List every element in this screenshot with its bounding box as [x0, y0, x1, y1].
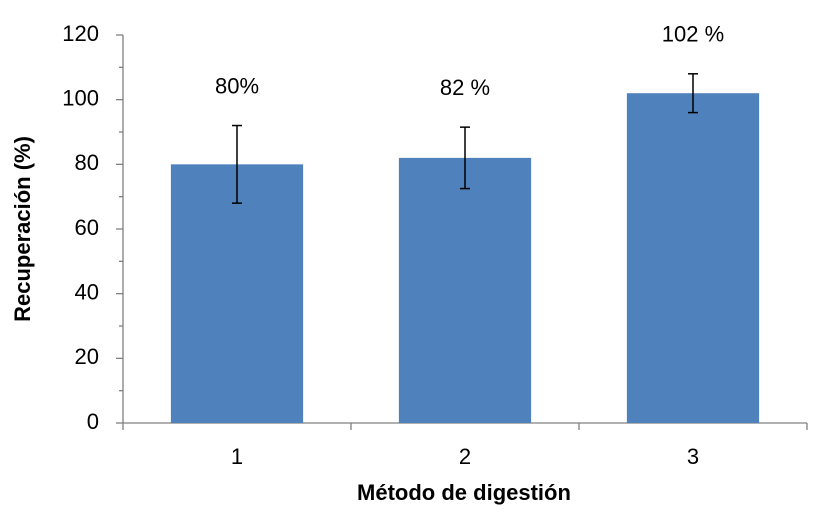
y-tick-label: 60	[75, 215, 99, 240]
y-tick-label: 80	[75, 150, 99, 175]
y-tick-label: 100	[62, 85, 99, 110]
error-bar	[688, 73, 698, 114]
bar	[626, 93, 760, 423]
bar	[398, 157, 532, 423]
bar	[170, 164, 304, 424]
y-tick-label: 120	[62, 21, 99, 46]
y-tick-label: 20	[75, 344, 99, 369]
error-bar	[460, 126, 470, 190]
y-tick-label: 40	[75, 279, 99, 304]
y-tick-label: 0	[87, 409, 99, 434]
value-label: 80%	[215, 73, 259, 98]
error-bar	[232, 124, 242, 204]
value-label: 82 %	[440, 75, 490, 100]
x-tick-label: 3	[687, 444, 699, 469]
x-tick-label: 2	[459, 444, 471, 469]
x-tick-label: 1	[231, 444, 243, 469]
x-axis-title: Método de digestión	[357, 480, 571, 505]
value-label: 102 %	[662, 22, 724, 47]
y-axis-title: Recuperación (%)	[10, 136, 35, 322]
